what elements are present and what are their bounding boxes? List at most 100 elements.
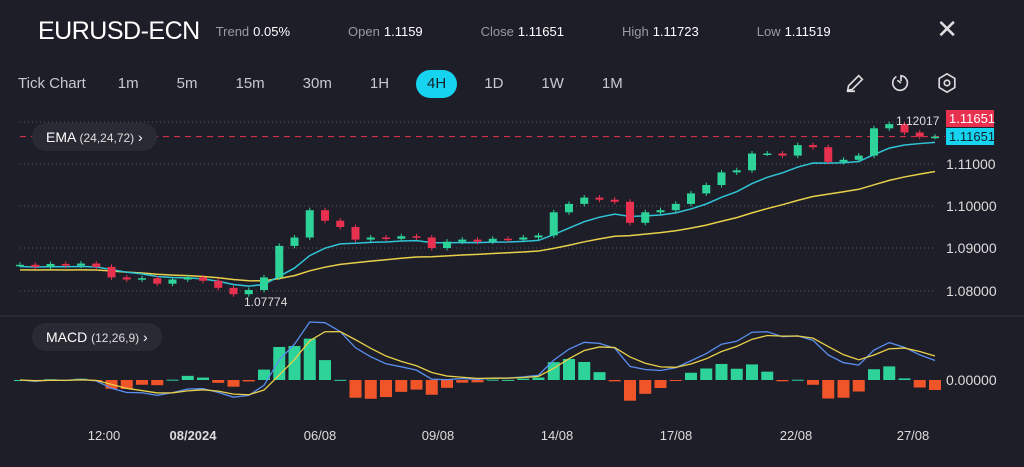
macd-histogram-bar bbox=[593, 372, 606, 380]
candle bbox=[351, 227, 360, 240]
symbol-title: EURUSD-ECN bbox=[38, 16, 200, 45]
timeframe-5m[interactable]: 5m bbox=[176, 75, 198, 92]
macd-histogram-bar bbox=[410, 380, 423, 390]
candle bbox=[717, 172, 726, 185]
chart-tools bbox=[844, 72, 958, 94]
stat-value: 0.05% bbox=[253, 23, 291, 39]
macd-histogram-bar bbox=[807, 380, 819, 385]
timeframe-tick-chart[interactable]: Tick Chart bbox=[18, 75, 86, 92]
price-axis-label: 1.09000 bbox=[946, 240, 997, 256]
candle bbox=[519, 237, 528, 240]
stat-trend: Trend 0.05% bbox=[216, 24, 290, 39]
macd-histogram-bar bbox=[822, 380, 835, 399]
macd-histogram-bar bbox=[852, 380, 865, 392]
macd-histogram-bar bbox=[776, 380, 789, 382]
candle bbox=[107, 266, 116, 278]
macd-histogram-bar bbox=[380, 380, 392, 398]
timeframe-1m[interactable]: 1m bbox=[117, 75, 139, 92]
candle bbox=[168, 279, 177, 284]
macd-histogram-bar bbox=[898, 378, 911, 380]
candle bbox=[427, 237, 436, 248]
stat-open: Open 1.1159 bbox=[348, 24, 423, 39]
timeframe-4h[interactable]: 4H bbox=[416, 70, 458, 98]
macd-histogram-bar bbox=[166, 379, 179, 381]
macd-histogram-bar bbox=[517, 378, 530, 380]
candle bbox=[687, 193, 695, 204]
macd-histogram-bar bbox=[883, 366, 896, 380]
time-axis-label: 09/08 bbox=[421, 428, 455, 443]
candle bbox=[839, 159, 848, 162]
macd-histogram-bar bbox=[730, 368, 743, 380]
candle bbox=[199, 277, 207, 281]
macd-histogram-bar bbox=[669, 380, 682, 381]
macd-axis-label: 0.00000 bbox=[946, 372, 997, 388]
timeframe-1w[interactable]: 1W bbox=[541, 75, 564, 92]
macd-histogram-bar bbox=[913, 380, 926, 388]
settings-icon[interactable] bbox=[936, 72, 958, 94]
macd-params: (12,26,9) bbox=[91, 331, 140, 345]
time-axis-label: 17/08 bbox=[659, 428, 693, 443]
ema-indicator-pill[interactable]: EMA (24,24,72) › bbox=[32, 123, 157, 151]
macd-histogram-bar bbox=[456, 380, 469, 383]
stat-low: Low 1.11519 bbox=[757, 24, 831, 39]
candle bbox=[260, 277, 268, 290]
time-axis-label: 27/08 bbox=[896, 428, 930, 443]
candle bbox=[31, 264, 40, 267]
candle bbox=[16, 264, 24, 267]
macd-histogram-bar bbox=[136, 380, 148, 385]
macd-histogram-bar bbox=[639, 380, 652, 394]
candle bbox=[595, 197, 604, 200]
macd-histogram-bar bbox=[700, 368, 713, 380]
stat-key: Close bbox=[480, 23, 514, 39]
macd-histogram-bar bbox=[624, 380, 636, 401]
candle bbox=[290, 237, 299, 246]
stat-value: 1.11519 bbox=[784, 23, 831, 39]
candle bbox=[702, 185, 711, 194]
timeframe-30m[interactable]: 30m bbox=[302, 75, 332, 92]
stat-value: 1.1159 bbox=[383, 23, 423, 39]
candle bbox=[488, 238, 497, 242]
timer-icon[interactable] bbox=[890, 72, 912, 94]
macd-histogram-bar bbox=[288, 345, 301, 380]
macd-histogram-bar bbox=[349, 380, 362, 398]
macd-histogram-bar bbox=[791, 379, 804, 381]
timeframe-1d[interactable]: 1D bbox=[484, 75, 504, 92]
candle bbox=[504, 238, 512, 241]
candle bbox=[153, 278, 162, 284]
candle bbox=[336, 220, 345, 227]
macd-label: MACD bbox=[46, 329, 88, 345]
macd-histogram-bar bbox=[929, 380, 941, 390]
candle bbox=[656, 210, 665, 213]
candle bbox=[793, 145, 802, 156]
ema-slow-line bbox=[19, 170, 936, 282]
pencil-icon[interactable] bbox=[844, 72, 866, 94]
macd-histogram-bar bbox=[441, 380, 453, 388]
time-axis-label: 12:00 bbox=[87, 428, 121, 443]
candle bbox=[732, 170, 741, 173]
price-axis-label: 1.10000 bbox=[946, 198, 997, 214]
candle bbox=[77, 263, 85, 266]
high-label: 1.12017 bbox=[896, 114, 940, 128]
candle bbox=[778, 153, 787, 156]
stat-value: 1.11723 bbox=[652, 23, 699, 39]
macd-histogram-bar bbox=[319, 360, 331, 380]
close-icon[interactable]: ✕ bbox=[936, 14, 958, 44]
price-axis-label: 1.08000 bbox=[946, 283, 997, 299]
time-axis-label: 06/08 bbox=[303, 428, 337, 443]
candle bbox=[610, 199, 619, 202]
candle bbox=[473, 239, 482, 242]
macd-histogram-bar bbox=[212, 380, 225, 383]
macd-histogram-bar bbox=[120, 380, 133, 390]
timeframe-1h[interactable]: 1H bbox=[369, 75, 390, 92]
candle bbox=[275, 245, 284, 278]
timeframe-15m[interactable]: 15m bbox=[235, 75, 265, 92]
macd-histogram-bar bbox=[151, 380, 164, 386]
timeframe-1m[interactable]: 1M bbox=[601, 75, 623, 92]
candle bbox=[641, 212, 650, 223]
stat-key: Open bbox=[348, 23, 380, 39]
candle bbox=[534, 235, 543, 238]
macd-histogram-bar bbox=[685, 372, 697, 380]
macd-histogram-bar bbox=[502, 379, 514, 381]
macd-indicator-pill[interactable]: MACD (12,26,9) › bbox=[32, 323, 162, 351]
